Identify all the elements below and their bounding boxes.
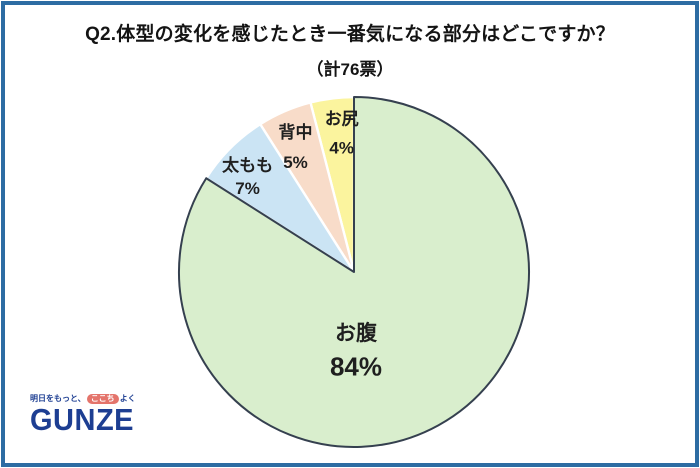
tagline-highlight: ここち xyxy=(86,394,119,404)
chart-subtitle: （計76票） xyxy=(306,60,394,79)
pie-slice-value-1: 7% xyxy=(235,179,260,198)
pie-slice-name-2: 背中 xyxy=(279,122,313,142)
pie-slice-name-1: 太もも xyxy=(222,155,273,175)
pie-slice-name-3: お尻 xyxy=(325,110,359,129)
tagline-suffix: よく xyxy=(119,394,136,403)
gunze-logo: 明日をもっと、 ここち よく GUNZE xyxy=(30,394,136,438)
gunze-wordmark: GUNZE xyxy=(30,403,134,438)
pie-slice-0 xyxy=(177,96,530,448)
pie-slice-value-0: 84% xyxy=(330,351,382,381)
chart-header: Q2.体型の変化を感じたとき一番気になる部分はどこですか？ （計76票） xyxy=(0,19,700,80)
logo-tagline: 明日をもっと、 ここち よく xyxy=(30,394,136,404)
pie-slice-value-2: 5% xyxy=(283,153,308,172)
tagline-prefix: 明日をもっと、 xyxy=(30,394,86,403)
pie-slice-name-0: お腹 xyxy=(335,321,378,345)
pie-slice-value-3: 4% xyxy=(329,139,354,158)
chart-title: Q2.体型の変化を感じたとき一番気になる部分はどこですか？ xyxy=(85,24,615,45)
